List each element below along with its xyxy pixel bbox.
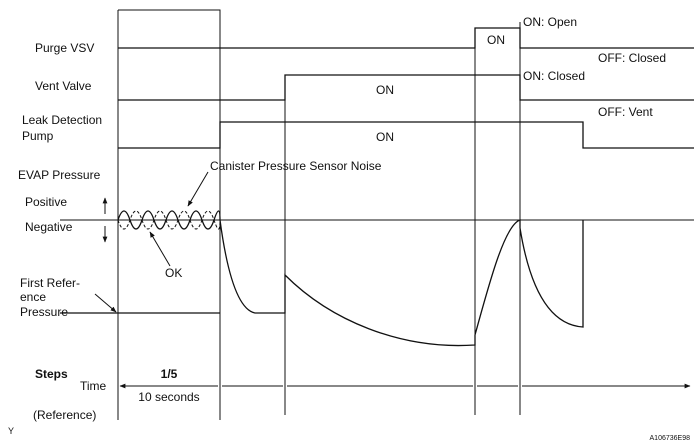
level-label: Negative	[25, 220, 73, 234]
on-label: ON	[487, 33, 505, 47]
figure-id: A106736E98	[650, 435, 691, 442]
annotation: OK	[165, 266, 182, 280]
on-label: ON	[376, 83, 394, 97]
step-label: 1/5	[161, 367, 178, 381]
on-label: ON	[376, 130, 394, 144]
signal-label: EVAP Pressure	[18, 168, 101, 182]
waveforms	[60, 27, 694, 347]
grid-lines	[117, 9, 521, 420]
state-label: OFF: Vent	[598, 105, 653, 119]
arrows	[94, 171, 690, 386]
corner-label: Y	[8, 426, 14, 436]
reference-label: (Reference)	[33, 408, 96, 422]
steps-label: Steps	[35, 367, 68, 381]
signal-label: Leak Detection	[22, 113, 102, 127]
level-label: Pressure	[20, 305, 68, 319]
signal-label: Vent Valve	[35, 79, 92, 93]
level-label: Positive	[25, 195, 67, 209]
annotation: Canister Pressure Sensor Noise	[210, 159, 382, 173]
state-label: ON: Open	[523, 15, 577, 29]
duration-label: 10 seconds	[138, 390, 199, 404]
signal-label: Pump	[22, 129, 54, 143]
state-label: OFF: Closed	[598, 51, 666, 65]
time-label: Time	[80, 379, 107, 393]
level-label: ence	[20, 290, 46, 304]
level-label: First Refer-	[20, 276, 80, 290]
signal-label: Purge VSV	[35, 41, 94, 55]
state-label: ON: Closed	[523, 69, 585, 83]
labels: Purge VSV ON ON: Open OFF: Closed Vent V…	[8, 15, 690, 442]
